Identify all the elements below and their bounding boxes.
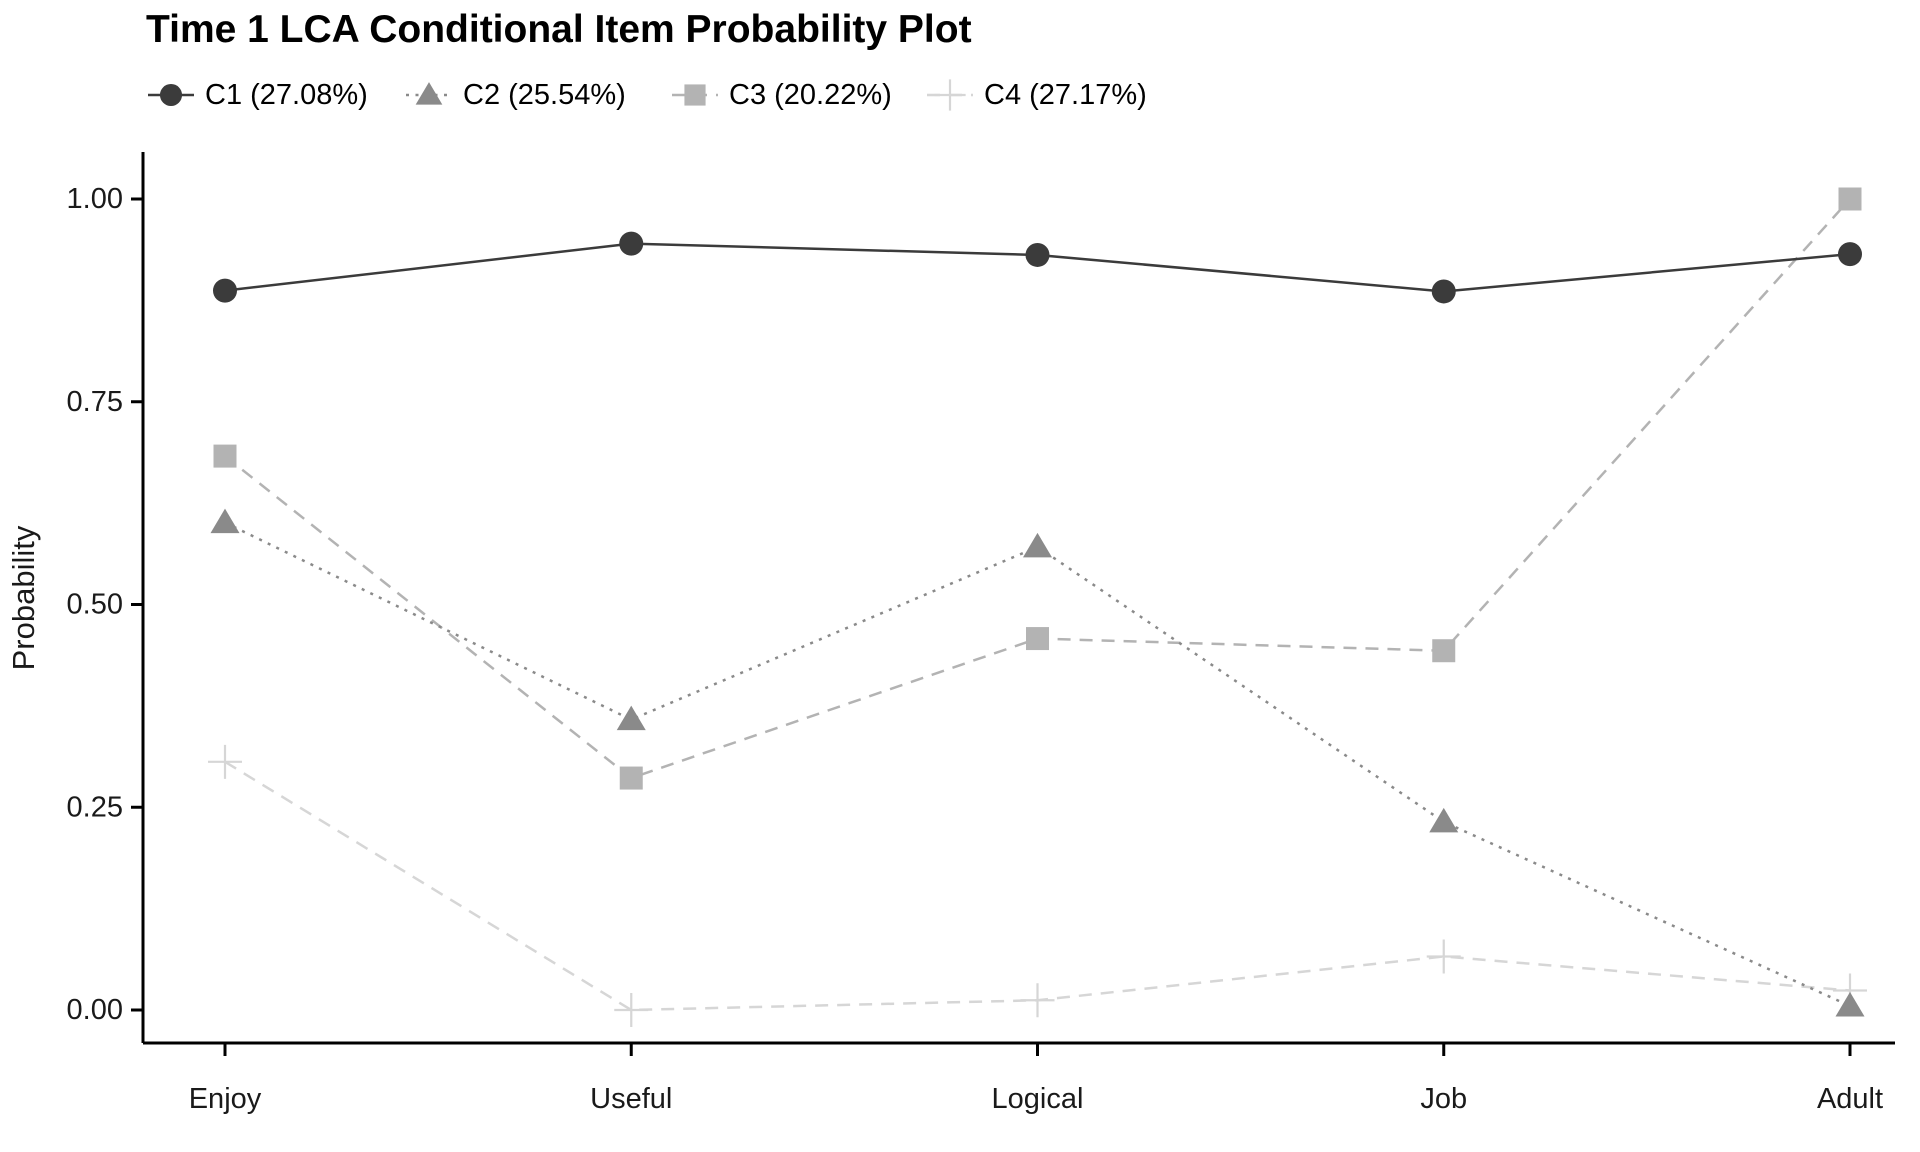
c2-series-line xyxy=(224,521,1851,1008)
c3-square-marker-icon xyxy=(672,84,718,106)
c2-legend-marker xyxy=(415,82,443,105)
c2-marker-useful xyxy=(616,705,646,731)
c3-marker-logical xyxy=(1026,627,1049,651)
y-tick-label: 0.00 xyxy=(67,994,123,1026)
legend-item-c1: C1 (27.08%) xyxy=(146,74,368,116)
c4-marker-logical xyxy=(1020,983,1055,1018)
c4-marker-useful xyxy=(614,993,649,1027)
y-tick-label: 0.75 xyxy=(67,386,123,418)
x-category-label-adult: Adult xyxy=(1817,1083,1883,1115)
c1-marker-enjoy xyxy=(213,278,237,303)
legend-item-c2: C2 (25.54%) xyxy=(404,74,626,116)
c3-series-line xyxy=(224,198,1851,780)
c3-marker-useful xyxy=(619,766,643,790)
x-category-label-useful: Useful xyxy=(590,1083,672,1115)
c1-marker-useful xyxy=(619,231,644,256)
c2-marker-job xyxy=(1429,807,1459,833)
c4-marker-job xyxy=(1426,939,1461,974)
legend-item-c3: C3 (20.22%) xyxy=(670,74,892,116)
y-tick-label: 0.25 xyxy=(67,791,123,823)
x-category-label-enjoy: Enjoy xyxy=(189,1083,262,1115)
c3-marker-enjoy xyxy=(213,444,237,468)
c1-marker-logical xyxy=(1025,242,1050,267)
c2-marker-logical xyxy=(1023,532,1052,558)
c4-marker-enjoy xyxy=(208,744,242,779)
c1-legend-marker xyxy=(159,83,183,107)
legend-label-c1: C1 (27.08%) xyxy=(205,79,368,111)
y-tick-label: 1.00 xyxy=(67,183,123,215)
c3-marker-job xyxy=(1432,639,1456,663)
legend-item-c4: C4 (27.17%) xyxy=(925,74,1147,116)
c4-legend-marker xyxy=(934,79,966,111)
y-tick-label: 0.50 xyxy=(67,589,123,621)
legend-label-c3: C3 (20.22%) xyxy=(729,79,892,111)
c4-series-line xyxy=(224,760,1851,1012)
y-axis-title: Probability xyxy=(6,525,41,670)
x-category-label-logical: Logical xyxy=(992,1083,1084,1115)
c2-triangle-marker-icon xyxy=(406,82,452,105)
c2-marker-enjoy xyxy=(210,508,240,534)
c3-marker-adult xyxy=(1838,187,1862,211)
chart-title: Time 1 LCA Conditional Item Probability … xyxy=(146,8,972,51)
c1-marker-job xyxy=(1431,279,1456,304)
legend-label-c4: C4 (27.17%) xyxy=(984,79,1147,111)
legend-label-c2: C2 (25.54%) xyxy=(463,79,626,111)
legend: C1 (27.08%) C2 (25.54%) C3 (20.22%) C4 (… xyxy=(0,74,1920,116)
c4-plus-marker-icon xyxy=(927,79,973,111)
c1-circle-marker-icon xyxy=(148,83,194,107)
c2-marker-adult xyxy=(1835,991,1865,1017)
x-category-label-job: Job xyxy=(1420,1083,1467,1115)
c1-marker-adult xyxy=(1838,242,1862,267)
c3-legend-marker xyxy=(684,84,706,106)
